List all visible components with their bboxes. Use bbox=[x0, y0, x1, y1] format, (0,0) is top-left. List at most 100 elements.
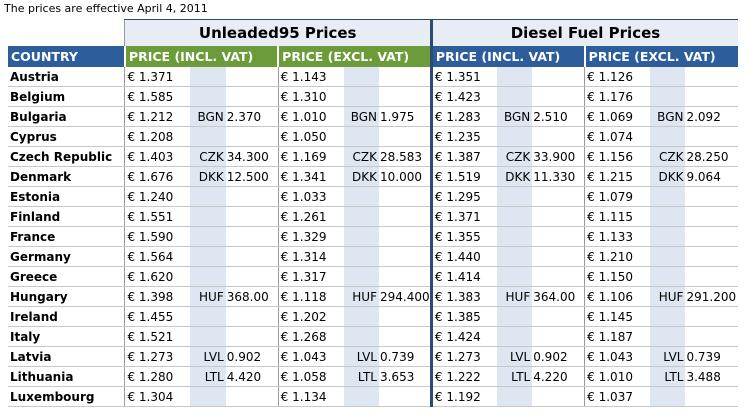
local-currency-price: 4.220 bbox=[532, 366, 585, 387]
local-currency-price bbox=[378, 126, 432, 147]
local-currency-price bbox=[225, 226, 279, 247]
local-currency-code: LVL bbox=[496, 346, 533, 367]
local-currency-price bbox=[532, 126, 585, 147]
euro-price-cell: € 1.156 bbox=[584, 146, 651, 167]
euro-price-cell: € 1.169 bbox=[277, 146, 344, 167]
local-currency-code: LTL bbox=[190, 366, 226, 387]
euro-price-cell: € 1.590 bbox=[124, 226, 191, 247]
local-currency-code bbox=[190, 226, 226, 247]
local-currency-code bbox=[496, 266, 533, 287]
local-currency-code bbox=[190, 67, 226, 87]
local-currency-code bbox=[190, 86, 226, 107]
country-name: France bbox=[8, 226, 126, 247]
euro-price-cell: € 1.387 bbox=[429, 146, 497, 167]
table-row: Ireland € 1.455 € 1.202 € 1.385 € 1.145 bbox=[8, 306, 738, 327]
euro-price-cell: € 1.043 bbox=[277, 346, 344, 367]
local-currency-price bbox=[685, 306, 738, 327]
local-currency-price bbox=[225, 326, 279, 347]
table-row: Italy € 1.521 € 1.268 € 1.424 € 1.187 bbox=[8, 326, 738, 347]
euro-price-cell: € 1.564 bbox=[124, 246, 191, 267]
euro-price-cell: € 1.208 bbox=[124, 126, 191, 147]
local-currency-code: DKK bbox=[190, 166, 226, 187]
country-name: Belgium bbox=[8, 86, 126, 107]
country-name: Greece bbox=[8, 266, 126, 287]
local-currency-code bbox=[190, 126, 226, 147]
diesel-incl-vat-header: PRICE (INCL. VAT) bbox=[429, 46, 585, 67]
euro-price-cell: € 1.280 bbox=[124, 366, 191, 387]
local-currency-price bbox=[378, 306, 432, 327]
local-currency-code bbox=[496, 186, 533, 207]
euro-price-cell: € 1.455 bbox=[124, 306, 191, 327]
local-currency-code bbox=[496, 326, 533, 347]
euro-price-cell: € 1.383 bbox=[429, 286, 497, 307]
local-currency-price: 2.092 bbox=[685, 106, 738, 127]
local-currency-price bbox=[685, 246, 738, 267]
local-currency-price bbox=[225, 386, 279, 407]
table-row: Bulgaria € 1.212 BGN 2.370 € 1.010 BGN 1.975 € … bbox=[8, 106, 738, 127]
euro-price-cell: € 1.371 bbox=[429, 206, 497, 227]
local-currency-code bbox=[650, 126, 686, 147]
local-currency-price: 33.900 bbox=[532, 146, 585, 167]
local-currency-code: HUF bbox=[650, 286, 686, 307]
euro-price-cell: € 1.222 bbox=[429, 366, 497, 387]
local-currency-code bbox=[190, 246, 226, 267]
euro-price-cell: € 1.069 bbox=[584, 106, 651, 127]
local-currency-code bbox=[650, 326, 686, 347]
euro-price-cell: € 1.355 bbox=[429, 226, 497, 247]
local-currency-code bbox=[496, 226, 533, 247]
euro-price-cell: € 1.341 bbox=[277, 166, 344, 187]
euro-price-cell: € 1.145 bbox=[584, 306, 651, 327]
unleaded-incl-vat-header: PRICE (INCL. VAT) bbox=[123, 46, 279, 67]
euro-price-cell: € 1.423 bbox=[429, 86, 497, 107]
local-currency-price bbox=[378, 67, 432, 87]
local-currency-code bbox=[343, 386, 379, 407]
euro-price-cell: € 1.118 bbox=[277, 286, 344, 307]
local-currency-price: 3.653 bbox=[378, 366, 432, 387]
country-name: Ireland bbox=[8, 306, 126, 327]
local-currency-code bbox=[343, 246, 379, 267]
local-currency-code bbox=[190, 206, 226, 227]
local-currency-price bbox=[225, 67, 279, 87]
table-row: France € 1.590 € 1.329 € 1.355 € 1.133 bbox=[8, 226, 738, 247]
local-currency-code bbox=[343, 266, 379, 287]
country-name: Finland bbox=[8, 206, 126, 227]
local-currency-code bbox=[343, 206, 379, 227]
euro-price-cell: € 1.143 bbox=[277, 67, 344, 87]
group-header-row: Unleaded95 Prices Diesel Fuel Prices bbox=[8, 19, 738, 46]
local-currency-code: LTL bbox=[650, 366, 686, 387]
local-currency-price bbox=[378, 246, 432, 267]
local-currency-price bbox=[532, 246, 585, 267]
local-currency-code bbox=[650, 266, 686, 287]
country-name: Bulgaria bbox=[8, 106, 126, 127]
euro-price-cell: € 1.134 bbox=[277, 386, 344, 407]
local-currency-code bbox=[496, 386, 533, 407]
euro-price-cell: € 1.037 bbox=[584, 386, 651, 407]
local-currency-code bbox=[190, 326, 226, 347]
country-name: Denmark bbox=[8, 166, 126, 187]
euro-price-cell: € 1.585 bbox=[124, 86, 191, 107]
column-header-row: COUNTRY PRICE (INCL. VAT) PRICE (EXCL. V… bbox=[8, 46, 738, 67]
country-name: Germany bbox=[8, 246, 126, 267]
local-currency-price: 0.739 bbox=[378, 346, 432, 367]
country-column-header: COUNTRY bbox=[8, 46, 125, 67]
local-currency-code bbox=[190, 306, 226, 327]
euro-price-cell: € 1.521 bbox=[124, 326, 191, 347]
euro-price-cell: € 1.310 bbox=[277, 86, 344, 107]
euro-price-cell: € 1.043 bbox=[584, 346, 651, 367]
local-currency-price bbox=[225, 266, 279, 287]
local-currency-code: DKK bbox=[650, 166, 686, 187]
local-currency-price: 0.739 bbox=[685, 346, 738, 367]
unleaded-group-title: Unleaded95 Prices bbox=[124, 19, 432, 46]
local-currency-code: CZK bbox=[343, 146, 379, 167]
fuel-prices-table: Unleaded95 Prices Diesel Fuel Prices COU… bbox=[8, 19, 738, 407]
local-currency-code bbox=[650, 226, 686, 247]
local-currency-code: HUF bbox=[343, 286, 379, 307]
local-currency-price: 4.420 bbox=[225, 366, 279, 387]
euro-price-cell: € 1.235 bbox=[429, 126, 497, 147]
euro-price-cell: € 1.133 bbox=[584, 226, 651, 247]
local-currency-price bbox=[225, 246, 279, 267]
local-currency-code bbox=[496, 206, 533, 227]
euro-price-cell: € 1.150 bbox=[584, 266, 651, 287]
euro-price-cell: € 1.314 bbox=[277, 246, 344, 267]
euro-price-cell: € 1.329 bbox=[277, 226, 344, 247]
